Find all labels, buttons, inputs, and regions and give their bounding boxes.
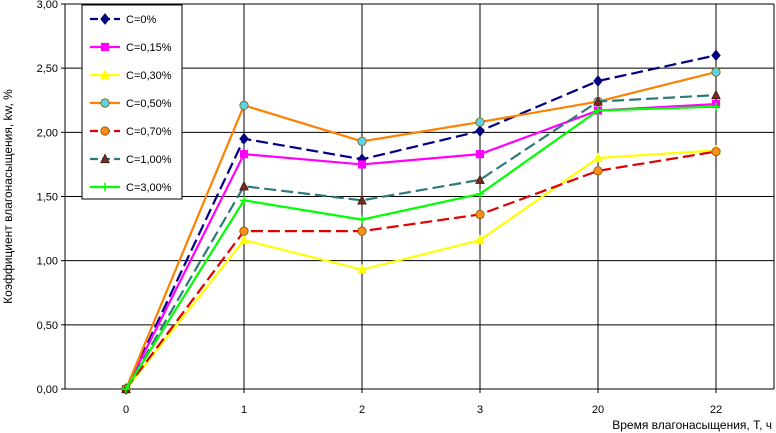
x-axis-title: Время влагонасыщения, Т, ч [612, 418, 772, 432]
data-point [593, 75, 603, 87]
x-tick-label: 1 [241, 404, 247, 416]
legend-marker [100, 153, 110, 164]
data-point [711, 49, 721, 62]
y-tick-label: 0,50 [37, 320, 58, 332]
data-point [239, 150, 249, 159]
legend-label: C=0,50% [126, 98, 172, 110]
y-tick-label: 0,00 [37, 384, 58, 396]
series-group [121, 49, 721, 395]
data-point [357, 136, 367, 146]
series-line [125, 94, 717, 390]
data-point [711, 89, 721, 100]
series-line [125, 149, 717, 390]
data-point [593, 166, 603, 176]
legend-item: C=0% [90, 13, 156, 26]
legend-label: C=0,15% [126, 42, 172, 54]
legend-marker [100, 69, 110, 80]
x-tick-label: 20 [592, 404, 604, 416]
data-point [357, 194, 367, 205]
data-point [475, 150, 485, 159]
legend-item: C=0,30% [90, 69, 172, 82]
data-point [357, 264, 367, 274]
y-axis-title: Коэффициент влагонасыщения, kw, % [1, 89, 15, 304]
data-point [593, 95, 603, 106]
tick-labels: 0,00 0,50 1,00 1,50 2,00 2,50 3,00 0 1 2 3 20 22 [37, 0, 723, 416]
legend-label: C=1,00% [126, 154, 172, 166]
legend-item: C=1,00% [90, 153, 172, 166]
legend-label: C=3,00% [126, 182, 172, 194]
legend-item: C=0,50% [90, 98, 172, 110]
series-3 [121, 67, 721, 394]
data-point [593, 152, 603, 163]
series-line [125, 54, 717, 390]
data-point [239, 226, 249, 236]
legend-item: C=0,15% [90, 42, 172, 54]
x-tick-label: 3 [477, 404, 483, 416]
legend-label: C=0,70% [126, 126, 172, 138]
data-point [475, 117, 485, 127]
legend-marker [100, 42, 110, 52]
y-tick-label: 1,50 [37, 192, 58, 204]
x-tick-label: 0 [123, 404, 129, 416]
data-point [239, 234, 249, 245]
data-point [239, 132, 249, 145]
legend-item: C=0,70% [90, 126, 172, 138]
series-6 [121, 102, 721, 394]
data-point [239, 100, 249, 110]
data-point [711, 67, 721, 77]
data-point [239, 180, 249, 191]
legend-marker [100, 126, 110, 136]
y-tick-label: 2,00 [37, 127, 58, 139]
x-tick-label: 2 [359, 404, 365, 416]
data-point [475, 234, 485, 245]
legend-marker [100, 98, 110, 108]
y-tick-label: 3,00 [37, 0, 58, 11]
data-point [475, 209, 485, 220]
series-1 [121, 100, 721, 394]
legend-marker [100, 13, 110, 25]
y-tick-label: 1,00 [37, 256, 58, 268]
legend-item: C=3,00% [90, 182, 172, 194]
data-point [357, 160, 367, 169]
legend: C=0% C=0,15% C=0,30% C=0,50% C=0,70% C=1,00% C… [81, 4, 183, 200]
data-point [475, 174, 485, 184]
series-line [125, 150, 717, 390]
data-point [475, 125, 485, 137]
data-point [711, 146, 721, 157]
data-point [357, 226, 367, 236]
x-tick-label: 22 [710, 404, 722, 416]
series-5 [121, 89, 721, 394]
series-line [125, 105, 717, 390]
series-line [124, 70, 717, 390]
legend-label: C=0% [126, 14, 156, 26]
y-tick-label: 2,50 [37, 63, 58, 75]
axes [61, 3, 775, 393]
legend-label: C=0,30% [126, 70, 172, 82]
